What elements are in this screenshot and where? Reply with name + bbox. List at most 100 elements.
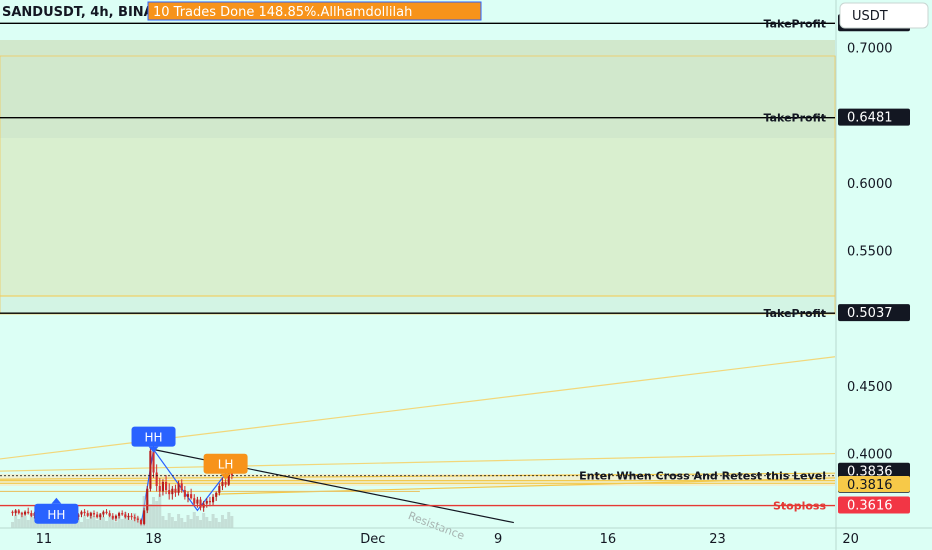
volume-bar <box>120 519 124 528</box>
volume-bar <box>92 516 96 528</box>
annotation-label: LH <box>218 458 234 472</box>
volume-bar <box>161 516 165 528</box>
candle-body <box>111 515 114 519</box>
volume-bar <box>114 522 118 528</box>
volume-bar <box>152 497 156 528</box>
candle-body <box>149 450 152 489</box>
x-tick-label: 9 <box>494 532 502 547</box>
volume-bar <box>29 513 33 528</box>
volume-bar <box>224 519 228 528</box>
x-tick-label: 16 <box>600 532 617 547</box>
x-tick-label: Dec <box>360 532 385 547</box>
volume-bar <box>32 517 36 528</box>
candle-body <box>146 488 149 511</box>
take-profit-1-price-value: 0.5037 <box>847 306 893 321</box>
currency-label: USDT <box>852 9 888 24</box>
y-tick-label: 0.4500 <box>847 380 893 395</box>
take-profit-2-price-value: 0.6481 <box>847 111 893 126</box>
candle-body <box>177 483 180 493</box>
candle-body <box>218 486 221 493</box>
volume-bar <box>70 521 74 528</box>
volume-bar <box>86 519 90 528</box>
candle-body <box>27 511 30 514</box>
volume-bar <box>79 522 83 528</box>
candle-body <box>89 513 92 516</box>
candle-body <box>143 510 146 524</box>
candle-body <box>17 510 20 514</box>
volume-bar <box>11 522 15 528</box>
candle-body <box>227 472 230 485</box>
candle-body <box>161 481 164 492</box>
zone-border <box>0 55 836 315</box>
trendline-low <box>0 472 836 480</box>
trendline-mid <box>0 452 836 472</box>
volume-bar <box>180 518 184 528</box>
volume-bar <box>145 500 149 528</box>
volume-bar <box>217 522 221 528</box>
annotation-label: HH <box>47 508 65 522</box>
candle-body <box>221 481 224 487</box>
volume-bar <box>130 520 134 528</box>
candle-body <box>11 511 14 514</box>
candle-body <box>124 514 127 518</box>
volume-bar <box>173 521 177 528</box>
candle-body <box>127 515 130 518</box>
annotation-badge <box>131 426 176 447</box>
candle-body <box>230 472 233 476</box>
volume-bar <box>76 518 80 528</box>
volume-bar <box>95 520 99 528</box>
volume-bar <box>105 521 109 528</box>
candle-body <box>121 513 124 515</box>
y-tick-label: 0.7000 <box>847 41 893 56</box>
candle-body <box>224 481 227 485</box>
candle-body <box>117 513 121 516</box>
candles <box>11 442 233 526</box>
volume-bar <box>101 517 105 528</box>
annotations: HH LH HH <box>34 426 248 524</box>
x-tick-label: 11 <box>36 532 53 547</box>
orange-price-tag <box>838 476 910 492</box>
volume-bar <box>167 513 171 528</box>
annotation-pointer <box>51 497 62 504</box>
volume-bar <box>186 515 190 528</box>
symbol-title: SANDUSDT, 4h, BINANCE <box>2 5 183 20</box>
volume-bar <box>208 521 212 528</box>
candle-body <box>139 519 143 524</box>
candle-body <box>196 499 199 504</box>
take-profit-1-label: TakeProfit <box>764 307 826 320</box>
candle-body <box>215 492 218 497</box>
y-tick-label: 0.4000 <box>847 448 893 463</box>
volume-bar <box>117 515 121 528</box>
candle-body <box>130 515 133 518</box>
target-zone-lower <box>0 138 835 296</box>
banner-text: 10 Trades Done 148.85%.Allhamdollilah <box>153 5 412 20</box>
x-tick-label: 18 <box>145 532 162 547</box>
banner-badge: 10 Trades Done 148.85%.Allhamdollilah <box>147 1 482 21</box>
candle-body <box>83 511 86 514</box>
candle-body <box>205 500 208 504</box>
currency-selector[interactable]: USDT <box>839 2 929 29</box>
stoploss-price-value: 0.3616 <box>847 499 893 514</box>
candle-body <box>102 511 105 515</box>
candle-body <box>208 500 211 503</box>
volume-bar <box>111 518 115 528</box>
take-profit-2-label: TakeProfit <box>764 112 826 125</box>
candle-body <box>92 513 96 515</box>
candle-body <box>105 511 108 514</box>
candle-body <box>155 472 158 487</box>
target-zone-upper <box>0 40 835 138</box>
volume-bar <box>202 513 206 528</box>
volume-bar <box>205 517 209 528</box>
entry-price-value: 0.3836 <box>847 465 893 480</box>
volume-bar <box>227 512 231 528</box>
x-tick-label: 23 <box>709 532 726 547</box>
volume-bar <box>98 513 102 528</box>
candle-body <box>199 499 202 508</box>
take-profit-3-label: TakeProfit <box>764 17 826 30</box>
candle-body <box>99 514 102 518</box>
volume-bar <box>126 516 130 528</box>
volume-bar <box>230 516 234 528</box>
candle-body <box>133 517 136 519</box>
annotation-badge <box>34 503 79 524</box>
